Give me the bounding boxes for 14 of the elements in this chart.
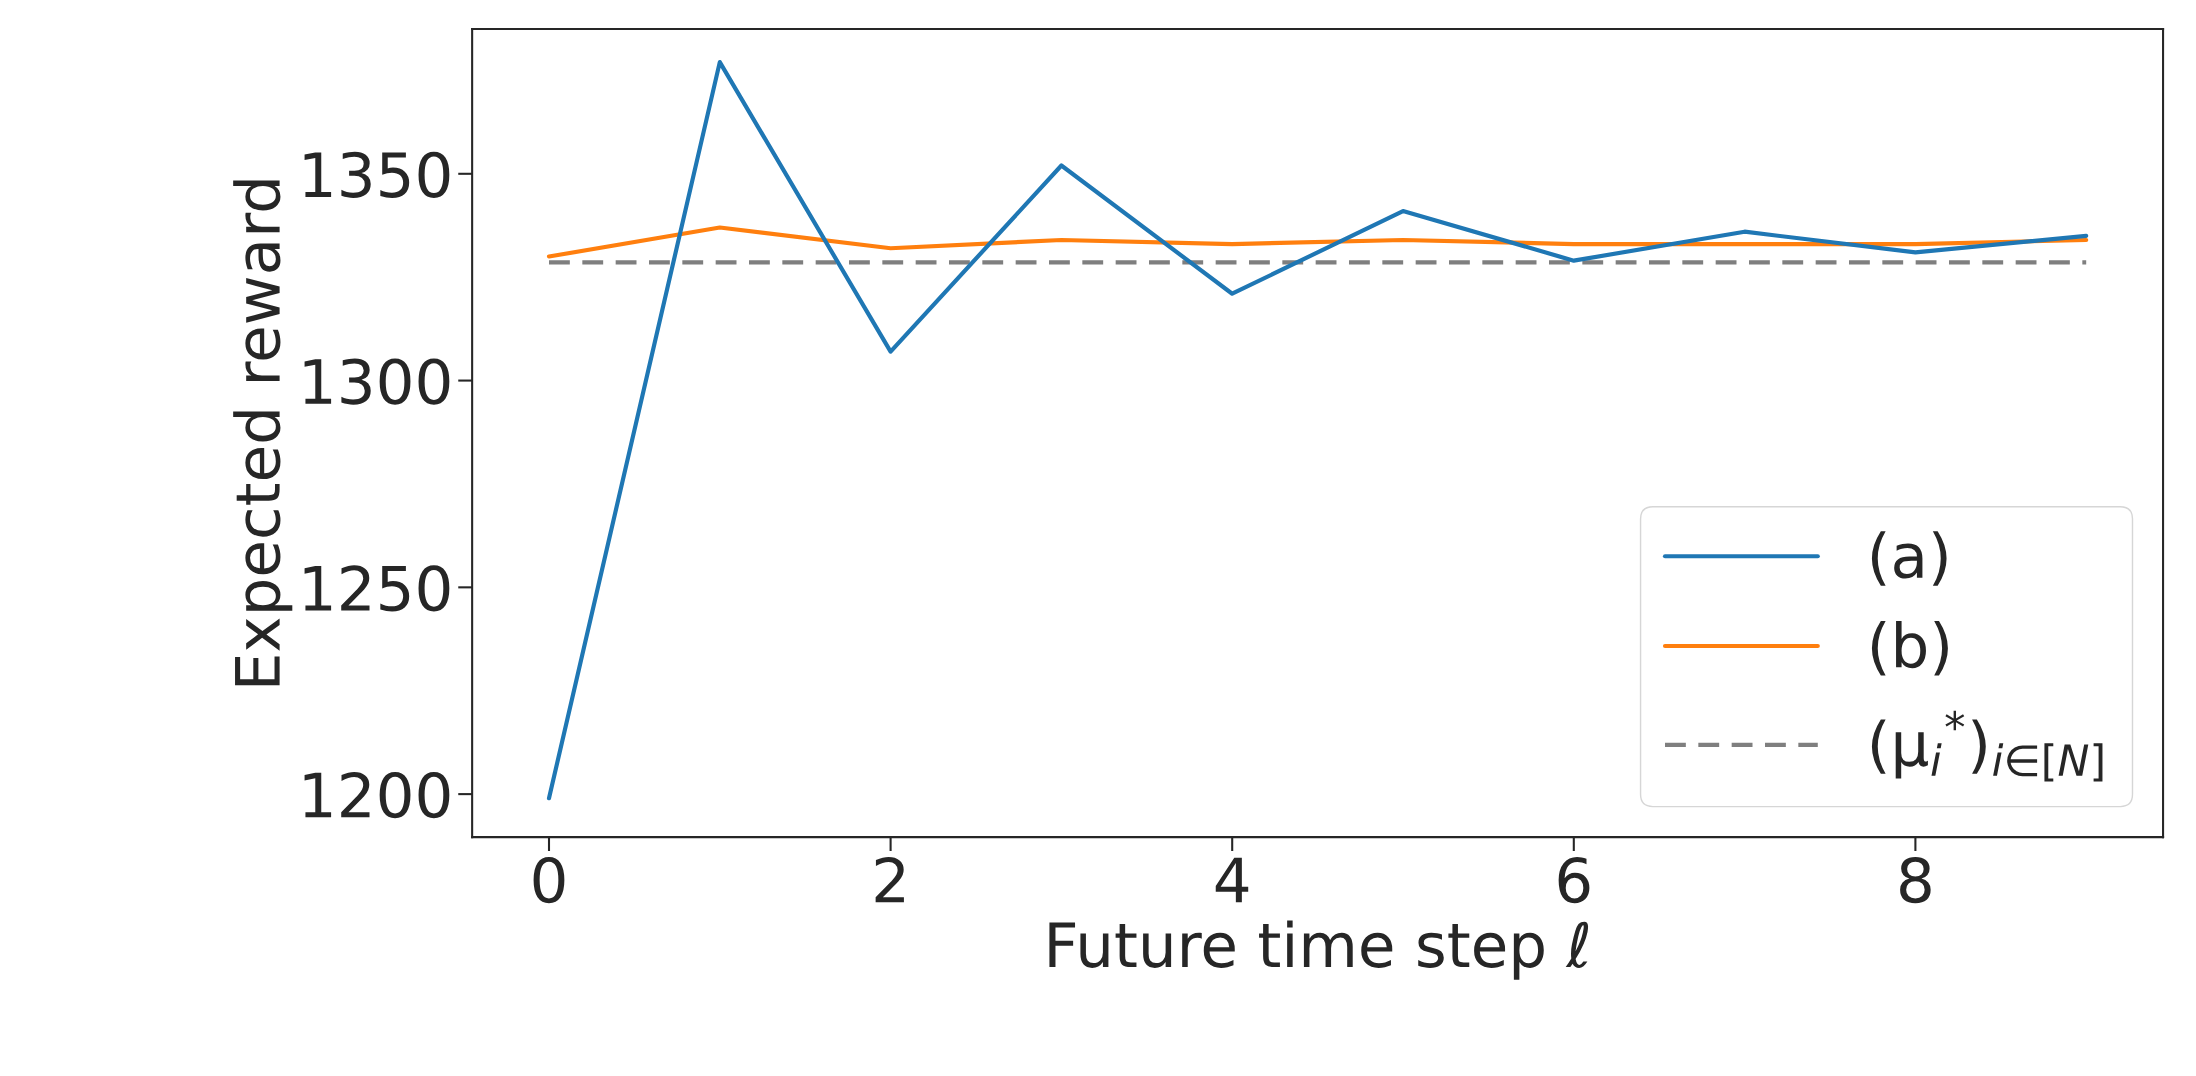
x-tick-label: 8: [1900, 856, 1931, 904]
x-tick-label: 0: [533, 856, 565, 904]
x-tick-label: 6: [1558, 856, 1590, 904]
x-tick-label: 4: [1215, 857, 1249, 903]
y-tick-label: 1350: [304, 151, 450, 198]
x-axis-title: Future time step ℓ: [1049, 920, 1589, 980]
legend-label: (a): [1871, 531, 1947, 586]
legend-label: (b): [1871, 620, 1948, 676]
y-axis-title: Expected reward: [233, 180, 293, 686]
y-tick-label: 1200: [304, 771, 450, 819]
y-tick-label: 1250: [304, 565, 450, 612]
y-tick-label: 1300: [304, 358, 450, 405]
legend-label: (μ$_{i}$$^{*}$)$_{i∈[N]}$: [1871, 710, 2103, 782]
x-tick-label: 2: [875, 856, 904, 903]
